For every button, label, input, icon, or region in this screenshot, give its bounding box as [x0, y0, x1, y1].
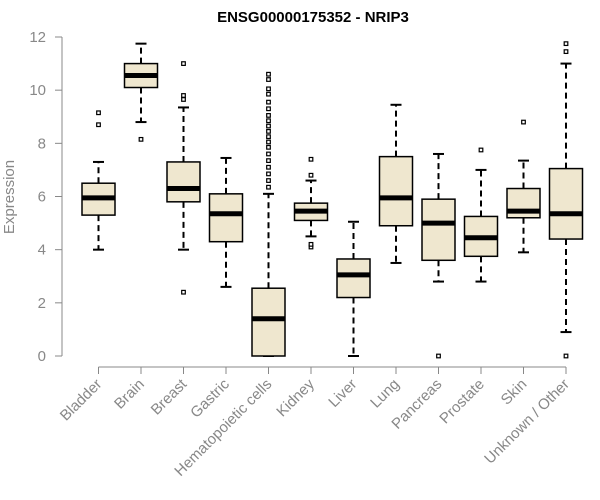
y-tick-label: 8: [38, 135, 46, 152]
iqr-box: [251, 287, 286, 357]
iqr-box: [166, 161, 201, 203]
outlier-point: [266, 171, 271, 177]
y-axis: 0 2 4 6 8 10 12: [29, 29, 63, 365]
y-axis-label: Expression: [1, 160, 18, 234]
box-liver: [336, 220, 371, 357]
outlier-point: [478, 147, 484, 153]
iqr-box: [421, 198, 456, 262]
outlier-point: [266, 144, 271, 150]
box-series: [81, 41, 584, 359]
outlier-point: [266, 91, 271, 97]
y-tick-label: 0: [38, 348, 46, 365]
outlier-point: [266, 128, 271, 134]
iqr-box: [548, 167, 584, 240]
box-kidney: [293, 156, 329, 250]
x-tick-label: Brain: [111, 376, 148, 413]
outlier-point: [266, 86, 271, 92]
outlier-point: [266, 158, 271, 164]
outlier-point: [266, 184, 271, 190]
outlier-point: [138, 136, 144, 142]
outlier-point: [521, 119, 526, 125]
box-unknown-other: [548, 41, 584, 359]
y-tick-label: 4: [38, 242, 46, 259]
outlier-point: [181, 97, 186, 102]
outlier-point: [181, 289, 186, 295]
outlier-point: [181, 93, 186, 98]
outlier-point: [563, 41, 569, 47]
x-tick-label: Bladder: [57, 376, 106, 425]
outlier-point: [266, 151, 271, 157]
box-hematopoietic-cells: [251, 71, 286, 357]
outlier-point: [266, 106, 271, 112]
box-prostate: [463, 147, 499, 283]
outlier-point: [266, 139, 271, 145]
y-tick-label: 12: [29, 29, 46, 46]
box-bladder: [81, 110, 116, 251]
outlier-point: [266, 118, 271, 124]
outlier-point: [266, 164, 271, 170]
box-breast: [166, 61, 201, 295]
y-tick-label: 2: [38, 295, 46, 312]
box-lung: [378, 103, 414, 264]
iqr-box: [336, 258, 371, 299]
outlier-point: [308, 156, 314, 162]
outlier-point: [563, 49, 569, 55]
box-pancreas: [421, 152, 456, 359]
x-tick-label: Lung: [367, 376, 403, 412]
y-tick-label: 6: [38, 189, 46, 206]
box-brain: [123, 42, 159, 142]
outlier-point: [266, 178, 271, 183]
outlier-point: [266, 71, 271, 77]
outlier-point: [266, 77, 271, 82]
iqr-box: [208, 193, 244, 243]
iqr-box: [378, 155, 414, 227]
outlier-point: [266, 134, 271, 140]
outlier-point: [563, 353, 569, 359]
x-tick-label: Liver: [325, 376, 360, 411]
outlier-point: [308, 172, 314, 178]
outlier-point: [308, 241, 314, 247]
outlier-point: [266, 123, 271, 129]
y-tick-label: 10: [29, 82, 46, 99]
x-tick-label: Prostate: [436, 376, 488, 428]
outlier-point: [436, 353, 441, 359]
chart-title: ENSG00000175352 - NRIP3: [217, 9, 409, 26]
x-tick-label: Kidney: [273, 375, 318, 420]
outlier-point: [266, 99, 271, 105]
outlier-point: [96, 122, 101, 128]
outlier-point: [96, 110, 101, 116]
box-gastric: [208, 156, 244, 288]
outlier-point: [266, 113, 271, 118]
x-tick-label: Skin: [498, 376, 531, 409]
outlier-point: [181, 61, 186, 66]
box-skin: [506, 119, 541, 254]
x-tick-label: Breast: [148, 375, 191, 418]
